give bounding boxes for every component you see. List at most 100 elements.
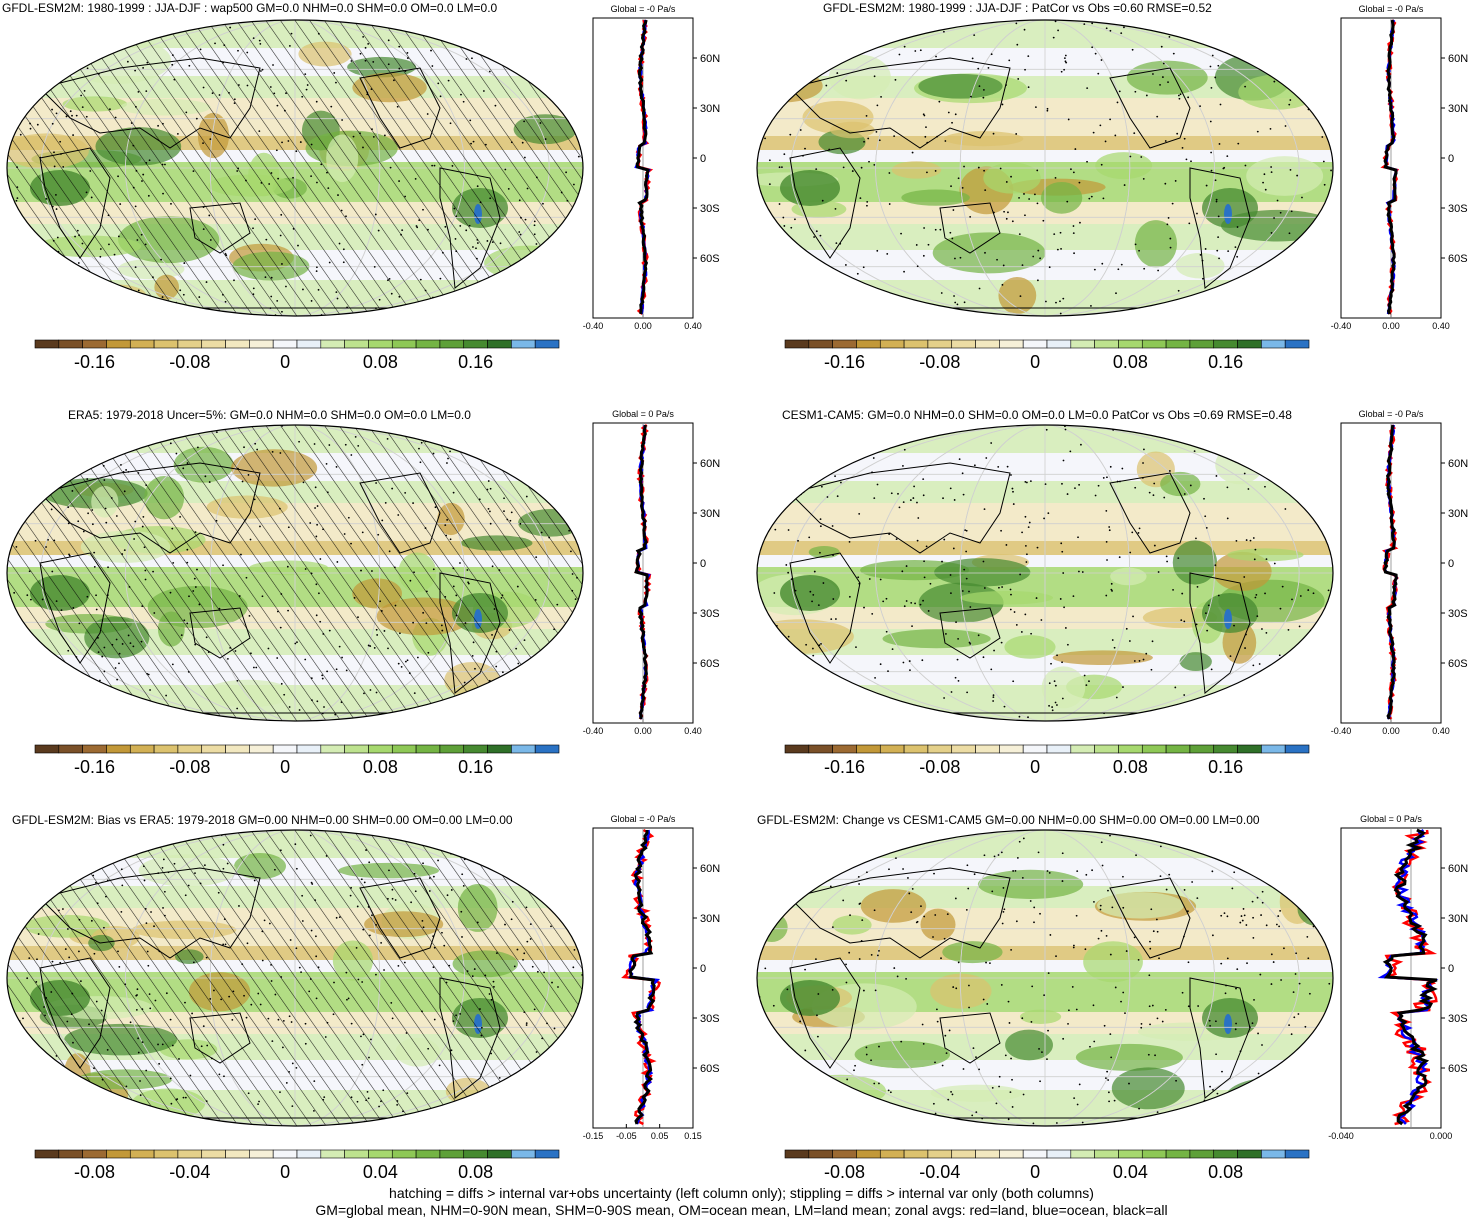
lat-label: 0 xyxy=(700,558,706,570)
lat-label: 0 xyxy=(1448,153,1454,165)
lat-label: 30N xyxy=(700,103,720,115)
panel-6: GFDL-ESM2M: Change vs CESM1-CAM5 GM=0.00… xyxy=(745,810,1483,1215)
colorbar-swatch xyxy=(1095,340,1119,348)
colorbar-swatch xyxy=(785,1150,809,1158)
lat-label: 60S xyxy=(1448,658,1468,670)
colorbar-tick-label: 0.16 xyxy=(458,352,493,372)
colorbar-tick-label: 0.08 xyxy=(458,1162,493,1182)
colorbar-swatch xyxy=(976,1150,1000,1158)
colorbar-swatch xyxy=(1118,1150,1142,1158)
colorbar-swatch xyxy=(809,340,833,348)
world-map xyxy=(0,828,590,1148)
colorbar-tick-label: 0.16 xyxy=(458,757,493,777)
colorbar-tick-label: -0.16 xyxy=(74,757,115,777)
x-tick-label: -0.40 xyxy=(1331,726,1352,735)
colorbar-swatch xyxy=(106,745,130,753)
colorbar-swatch xyxy=(1238,745,1262,753)
colorbar-swatch xyxy=(1118,745,1142,753)
colorbar-swatch xyxy=(976,340,1000,348)
colorbar-swatch xyxy=(178,1150,202,1158)
colorbar-swatch xyxy=(130,1150,154,1158)
colorbar-swatch xyxy=(226,1150,250,1158)
colorbar-tick-label: -0.16 xyxy=(824,352,865,372)
colorbar-swatch xyxy=(1047,340,1071,348)
colorbar-swatch xyxy=(440,340,464,348)
colorbar-swatch xyxy=(1190,745,1214,753)
colorbar-swatch xyxy=(297,1150,321,1158)
colorbar-swatch xyxy=(35,1150,59,1158)
x-tick-label: 0.40 xyxy=(684,726,702,735)
colorbar-swatch xyxy=(345,1150,369,1158)
colorbar-swatch xyxy=(1261,1150,1285,1158)
x-tick-label: -0.40 xyxy=(583,726,604,735)
colorbar-swatch xyxy=(1261,340,1285,348)
colorbar-swatch xyxy=(106,340,130,348)
lat-label: 30S xyxy=(1448,1013,1468,1025)
x-tick-label: -0.05 xyxy=(616,1131,637,1140)
panel-title: GFDL-ESM2M: Bias vs ERA5: 1979-2018 GM=0… xyxy=(12,813,513,827)
colorbar-swatch xyxy=(785,745,809,753)
colorbar-swatch xyxy=(1166,340,1190,348)
footer-note: hatching = diffs > internal var+obs unce… xyxy=(0,1185,1483,1219)
colorbar-swatch xyxy=(416,1150,440,1158)
world-map xyxy=(750,18,1340,338)
hatching xyxy=(0,18,590,338)
colorbar-swatch xyxy=(1142,340,1166,348)
colorbar-swatch xyxy=(321,1150,345,1158)
lat-label: 30S xyxy=(700,1013,720,1025)
lat-label: 60N xyxy=(700,458,720,470)
colorbar-swatch xyxy=(440,745,464,753)
colorbar-swatch xyxy=(1190,1150,1214,1158)
colorbar-swatch xyxy=(1071,745,1095,753)
lat-label: 60N xyxy=(700,53,720,65)
panel-title: GFDL-ESM2M: 1980-1999 : JJA-DJF : PatCor… xyxy=(823,1,1212,15)
zonal-title: Global = 0 Pa/s xyxy=(612,409,674,419)
footer-line-1: hatching = diffs > internal var+obs unce… xyxy=(0,1185,1483,1202)
colorbar-swatch xyxy=(999,1150,1023,1158)
colorbar-tick-label: 0.16 xyxy=(1208,757,1243,777)
lat-label: 60S xyxy=(1448,1063,1468,1075)
colorbar-swatch xyxy=(106,1150,130,1158)
colorbar-swatch xyxy=(249,340,273,348)
panel-title: ERA5: 1979-2018 Uncer=5%: GM=0.0 NHM=0.0… xyxy=(68,408,471,422)
colorbar-swatch xyxy=(273,1150,297,1158)
colorbar-swatch xyxy=(345,340,369,348)
colorbar-swatch xyxy=(880,745,904,753)
colorbar-swatch xyxy=(833,745,857,753)
panel-3: ERA5: 1979-2018 Uncer=5%: GM=0.0 NHM=0.0… xyxy=(0,405,740,810)
x-tick-label: -0.15 xyxy=(583,1131,604,1140)
colorbar-swatch xyxy=(1047,1150,1071,1158)
panel-4: CESM1-CAM5: GM=0.0 NHM=0.0 SHM=0.0 OM=0.… xyxy=(745,405,1483,810)
x-tick-label: 0.00 xyxy=(1382,726,1400,735)
colorbar-swatch xyxy=(154,745,178,753)
colorbar-swatch xyxy=(368,340,392,348)
colorbar-swatch xyxy=(928,1150,952,1158)
hatching xyxy=(0,423,590,743)
x-tick-label: 0.40 xyxy=(684,321,702,330)
hatching xyxy=(0,828,590,1148)
x-tick-label: 0.00 xyxy=(1382,321,1400,330)
colorbar-swatch xyxy=(392,745,416,753)
colorbar-swatch xyxy=(976,745,1000,753)
lat-label: 0 xyxy=(1448,963,1454,975)
lat-label: 30S xyxy=(1448,203,1468,215)
zonal-title: Global = -0 Pa/s xyxy=(611,814,676,824)
colorbar-tick-label: -0.08 xyxy=(169,352,210,372)
colorbar-swatch xyxy=(535,745,559,753)
lat-label: 60N xyxy=(1448,53,1468,65)
colorbar-swatch xyxy=(1214,340,1238,348)
colorbar-swatch xyxy=(904,340,928,348)
colorbar-swatch xyxy=(952,1150,976,1158)
colorbar-swatch xyxy=(321,340,345,348)
colorbar-swatch xyxy=(59,745,83,753)
colorbar-swatch xyxy=(321,745,345,753)
colorbar-tick-label: 0.08 xyxy=(363,352,398,372)
lat-label: 60S xyxy=(700,658,720,670)
